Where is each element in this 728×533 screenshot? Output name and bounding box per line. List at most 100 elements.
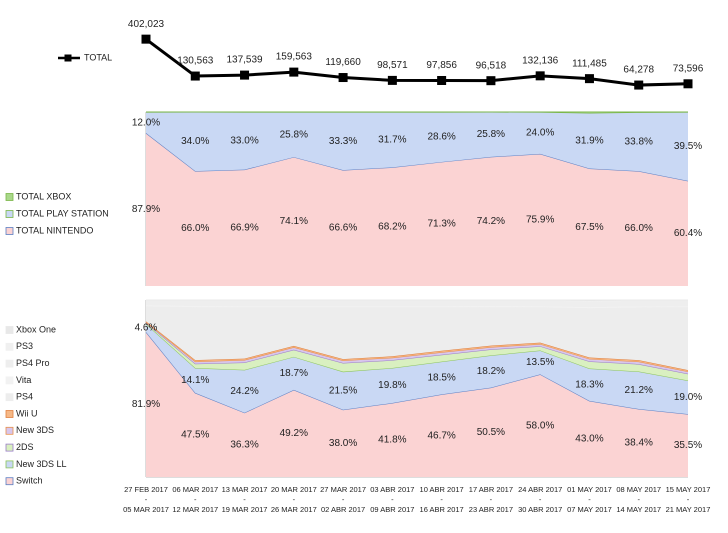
- legend-swatch: [5, 326, 14, 334]
- value-label: 60.4%: [674, 228, 702, 239]
- legend-swatch: [5, 227, 14, 235]
- x-tick-label: 10 ABR 2017: [420, 485, 464, 494]
- x-tick-label: 23 ABR 2017: [469, 505, 513, 514]
- legend-swatch: [5, 460, 14, 469]
- x-tick-label: 12 MAR 2017: [172, 505, 218, 514]
- x-tick-separator: -: [539, 495, 542, 504]
- legend-label: Vita: [16, 375, 31, 385]
- legend-label: New 3DS: [16, 425, 54, 435]
- value-label: 38.0%: [329, 438, 357, 449]
- value-label: 98,571: [377, 60, 408, 71]
- x-tick-label: 21 MAY 2017: [666, 505, 711, 514]
- x-tick-separator: -: [243, 495, 246, 504]
- legend-marker: [64, 54, 72, 62]
- legend-label: PS4: [16, 392, 33, 402]
- value-label: 19.0%: [674, 392, 702, 403]
- value-label: 34.0%: [181, 136, 209, 147]
- value-label: 49.2%: [280, 428, 308, 439]
- value-label: 159,563: [276, 52, 313, 63]
- value-label: 73,596: [673, 63, 704, 74]
- x-tick-label: 05 MAR 2017: [123, 505, 169, 514]
- value-label: 36.3%: [230, 440, 258, 451]
- legend-label: Xbox One: [16, 324, 56, 334]
- marker: [584, 74, 594, 84]
- marker: [387, 75, 397, 85]
- legend-swatch: [5, 393, 14, 402]
- area: [146, 323, 688, 415]
- area: [146, 332, 688, 477]
- area: [146, 306, 688, 371]
- x-tick-label: 13 MAR 2017: [222, 485, 268, 494]
- x-tick-separator: -: [588, 495, 591, 504]
- value-label: 25.8%: [477, 129, 505, 140]
- value-label: 47.5%: [181, 430, 209, 441]
- legend-swatch: [5, 193, 14, 201]
- value-label: 19.8%: [378, 380, 406, 391]
- marker: [535, 71, 545, 81]
- value-label: 18.3%: [575, 379, 603, 390]
- legend-label: Switch: [16, 476, 43, 486]
- value-label: 132,136: [522, 55, 559, 66]
- value-label: 119,660: [325, 57, 361, 68]
- area: [146, 112, 688, 181]
- value-label: 12.0%: [132, 117, 160, 128]
- value-label: 46.7%: [427, 430, 455, 441]
- marker: [289, 67, 299, 77]
- value-label: 66.6%: [329, 223, 357, 234]
- marker: [486, 76, 496, 86]
- line: [145, 37, 689, 87]
- x-tick-label: 20 MAR 2017: [271, 485, 317, 494]
- value-label: 111,485: [572, 58, 607, 69]
- value-label: 18.2%: [477, 366, 505, 377]
- x-tick-separator: -: [194, 495, 197, 504]
- x-tick-label: 08 MAY 2017: [616, 485, 661, 494]
- marker: [634, 80, 644, 90]
- legend-label: 2DS: [16, 442, 34, 452]
- x-tick-label: 30 ABR 2017: [518, 505, 562, 514]
- x-tick-label: 07 MAY 2017: [567, 505, 612, 514]
- legend-swatch: [5, 210, 14, 218]
- legend-swatch: [5, 359, 14, 368]
- value-label: 97,856: [426, 60, 457, 71]
- x-tick-label: 24 ABR 2017: [518, 485, 562, 494]
- x-tick-label: 01 MAY 2017: [567, 485, 612, 494]
- x-tick-label: 16 ABR 2017: [420, 505, 464, 514]
- legend-label: TOTAL XBOX: [16, 191, 71, 201]
- legend-swatch: [5, 426, 14, 435]
- x-tick-separator: -: [391, 495, 394, 504]
- value-label: 43.0%: [575, 434, 603, 445]
- legend-label: PS3: [16, 341, 33, 351]
- value-label: 96,518: [476, 60, 507, 71]
- value-label: 21.2%: [625, 385, 653, 396]
- value-label: 33.3%: [329, 136, 357, 147]
- legend-swatch: [5, 443, 14, 452]
- value-label: 39.5%: [674, 141, 702, 152]
- marker: [437, 75, 447, 85]
- value-label: 66.0%: [625, 223, 653, 234]
- value-label: 14.1%: [181, 375, 209, 386]
- legend-label: New 3DS LL: [16, 459, 67, 469]
- value-label: 74.1%: [280, 216, 308, 227]
- value-label: 25.8%: [280, 129, 308, 140]
- x-tick-separator: -: [490, 495, 493, 504]
- legend-label: Wii U: [16, 408, 38, 418]
- marker: [141, 34, 151, 44]
- legend-swatch: [5, 477, 14, 486]
- legend-label: TOTAL: [84, 52, 112, 62]
- marker: [190, 71, 200, 81]
- x-tick-separator: -: [440, 495, 443, 504]
- marker: [683, 79, 693, 89]
- value-label: 28.6%: [427, 132, 455, 143]
- x-tick-separator: -: [293, 495, 296, 504]
- value-label: 18.7%: [280, 368, 308, 379]
- legend-swatch: [5, 376, 14, 385]
- value-label: 68.2%: [378, 221, 406, 232]
- x-tick-label: 03 ABR 2017: [370, 485, 414, 494]
- value-label: 402,023: [128, 19, 165, 30]
- legend-swatch: [5, 410, 14, 418]
- x-tick-label: 17 ABR 2017: [469, 485, 513, 494]
- x-tick-label: 27 MAR 2017: [320, 485, 366, 494]
- x-tick-label: 26 MAR 2017: [271, 505, 317, 514]
- legend-label: TOTAL NINTENDO: [16, 225, 93, 235]
- value-label: 35.5%: [674, 440, 702, 451]
